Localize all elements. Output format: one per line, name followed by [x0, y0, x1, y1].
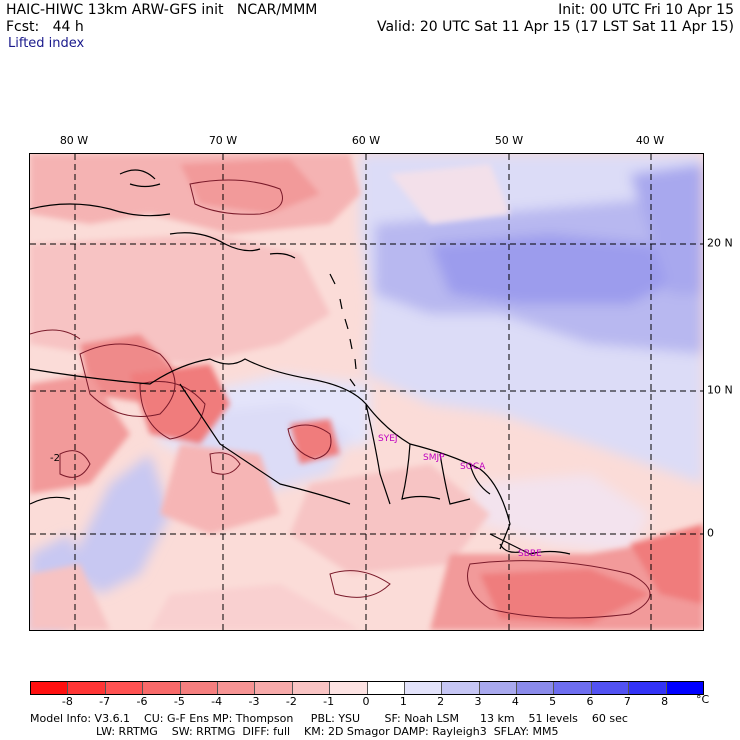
lon-label-40w: 40 W [635, 134, 665, 147]
unstable-regions [30, 154, 703, 630]
station-sbbe: SBBE [518, 549, 542, 559]
lon-label-70w: 70 W [208, 134, 238, 147]
colorbar-segment [479, 682, 518, 694]
colorbar-segment [666, 682, 704, 694]
valid-time: Valid: 20 UTC Sat 11 Apr 15 (17 LST Sat … [376, 19, 734, 35]
station-syej: SYEJ [378, 434, 398, 444]
colorbar-tick-label: -5 [173, 695, 185, 708]
station-smjp: SMJP [423, 453, 445, 463]
lat-label-20n: 20 N [707, 236, 733, 250]
coastlines [30, 169, 571, 555]
colorbar-segment [105, 682, 144, 694]
color-scale-bar [30, 681, 704, 695]
lon-label-50w: 50 W [494, 134, 524, 147]
colorbar-segment [217, 682, 256, 694]
init-time: Init: 00 UTC Fri 10 Apr 15 [558, 2, 734, 18]
station-soca: SOCA [460, 462, 486, 472]
contour-lines [30, 179, 651, 619]
graticule [30, 154, 703, 630]
colorbar-tick-label: -7 [99, 695, 111, 708]
colorbar-tick-label: 0 [362, 695, 370, 708]
colorbar-tick-label: -2 [285, 695, 297, 708]
colorbar-tick-label: -6 [136, 695, 148, 708]
lon-label-60w: 60 W [351, 134, 381, 147]
colorbar-segment [404, 682, 443, 694]
colorbar-tick-label: 8 [661, 695, 669, 708]
colorbar-segment [330, 682, 368, 694]
colorbar-segment [292, 682, 331, 694]
colorbar-tick-label: -8 [61, 695, 73, 708]
colorbar-segment [31, 682, 69, 694]
model-info-line2: LW: RRTMG SW: RRTMG DIFF: full KM: 2D Sm… [96, 725, 559, 738]
colorbar-tick-label: 3 [474, 695, 482, 708]
forecast-hour: Fcst: 44 h [6, 19, 84, 35]
colorbar-tick-label: -4 [211, 695, 223, 708]
lat-label-0: 0 [707, 526, 714, 540]
colorbar-segment [591, 682, 630, 694]
model-info-line1: Model Info: V3.6.1 CU: G-F Ens MP: Thomp… [30, 712, 628, 725]
field-name: Lifted index [8, 36, 85, 51]
lon-label-80w: 80 W [59, 134, 89, 147]
colorbar-tick-label: 1 [399, 695, 407, 708]
colorbar-segment [367, 682, 405, 694]
lifted-index-map: -2 SYEJ SMJP SOCA SBBE [29, 153, 704, 631]
lat-label-10n: 10 N [707, 383, 733, 397]
colorbar-segment [255, 682, 293, 694]
colorbar-tick-label: -1 [323, 695, 335, 708]
model-title: HAIC-HIWC 13km ARW-GFS init NCAR/MMM [6, 2, 318, 18]
colorbar-tick-label: -3 [248, 695, 260, 708]
colorbar-segment [68, 682, 106, 694]
colorbar-segment [442, 682, 480, 694]
colorbar-segment [554, 682, 592, 694]
colorbar-tick-label: 2 [437, 695, 445, 708]
colorbar-tick-label: 5 [549, 695, 557, 708]
colorbar-segment [180, 682, 218, 694]
colorbar-tick-label: 4 [511, 695, 519, 708]
colorbar-segment [143, 682, 181, 694]
colorbar-tick-label: 6 [586, 695, 594, 708]
map-canvas: -2 SYEJ SMJP SOCA SBBE [30, 154, 703, 630]
colorbar-segment [629, 682, 667, 694]
colorbar-segment [517, 682, 555, 694]
colorbar-tick-label: 7 [623, 695, 631, 708]
colorbar-unit: °C [696, 693, 710, 706]
contour-label: -2 [50, 453, 60, 464]
